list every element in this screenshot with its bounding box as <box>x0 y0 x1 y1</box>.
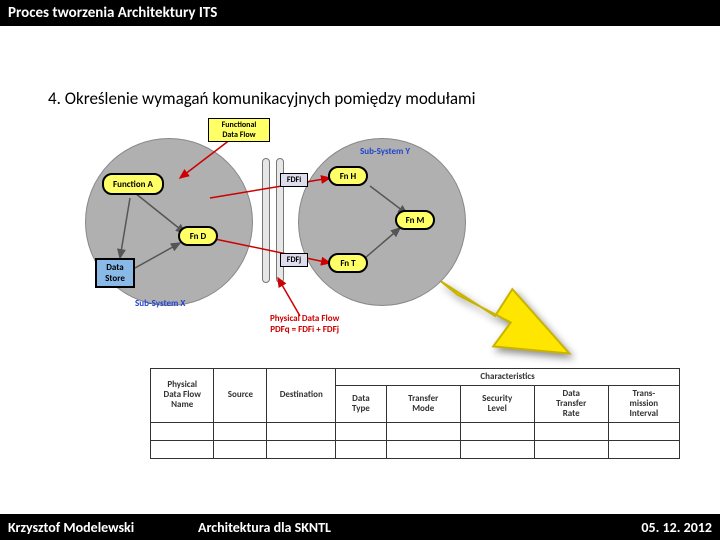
col-data-transfer-rate: Data Transfer Rate <box>534 385 608 422</box>
col-source: Source <box>214 369 267 423</box>
characteristics-table: Physical Data Flow Name Source Destinati… <box>150 368 680 459</box>
table-row <box>151 422 680 440</box>
header-title: Proces tworzenia Architektury ITS <box>8 4 217 22</box>
node-fn-t-label: Fn T <box>340 258 355 269</box>
footer-date: 05. 12. 2012 <box>641 519 712 536</box>
node-function-a: Function A <box>102 173 164 195</box>
functional-data-flow-label: Functional Data Flow <box>208 118 270 142</box>
footer-title: Architektura dla SKNTL <box>198 519 641 536</box>
node-data-store-label: Data Store <box>105 262 125 284</box>
fdfj-tag: FDFj <box>280 253 308 267</box>
node-data-store: Data Store <box>95 258 135 288</box>
footer-bar: Krzysztof Modelewski Architektura dla SK… <box>0 514 720 540</box>
functional-data-flow-text: Functional Data Flow <box>222 120 257 140</box>
col-trans-interval: Trans- mission Interval <box>608 385 679 422</box>
col-transfer-mode: Transfer Mode <box>386 385 460 422</box>
fdfi-text: FDFi <box>287 175 301 185</box>
fdfi-tag: FDFi <box>280 173 308 187</box>
col-pdf-name: Physical Data Flow Name <box>151 369 214 423</box>
fdfj-text: FDFj <box>287 255 301 265</box>
footer-author: Krzysztof Modelewski <box>8 519 198 536</box>
slide-subtitle: 4. Określenie wymagań komunikacyjnych po… <box>48 88 475 109</box>
diagram: Function A Data Store Fn D Fn H Fn M Fn … <box>80 118 480 328</box>
physical-data-flow-label: Physical Data Flow PDFq = FDFi + FDFj <box>270 313 339 335</box>
node-fn-t: Fn T <box>328 253 368 273</box>
node-fn-d-label: Fn D <box>190 231 206 242</box>
node-fn-d: Fn D <box>178 226 218 246</box>
col-destination: Destination <box>267 369 336 423</box>
big-arrow-icon <box>435 250 575 370</box>
col-characteristics: Characteristics <box>336 369 680 386</box>
node-fn-h-label: Fn H <box>340 171 356 182</box>
node-fn-m: Fn M <box>395 210 435 230</box>
subsystem-y-label: Sub-System Y <box>360 146 410 157</box>
subsystem-x-label: Sub-System X <box>135 298 185 309</box>
node-function-a-label: Function A <box>113 179 153 190</box>
table-row <box>151 440 680 458</box>
header-bar: Proces tworzenia Architektury ITS <box>0 0 720 26</box>
node-fn-m-label: Fn M <box>406 215 425 226</box>
col-security-level: Security Level <box>460 385 534 422</box>
node-fn-h: Fn H <box>328 166 368 186</box>
col-data-type: Data Type <box>336 385 387 422</box>
